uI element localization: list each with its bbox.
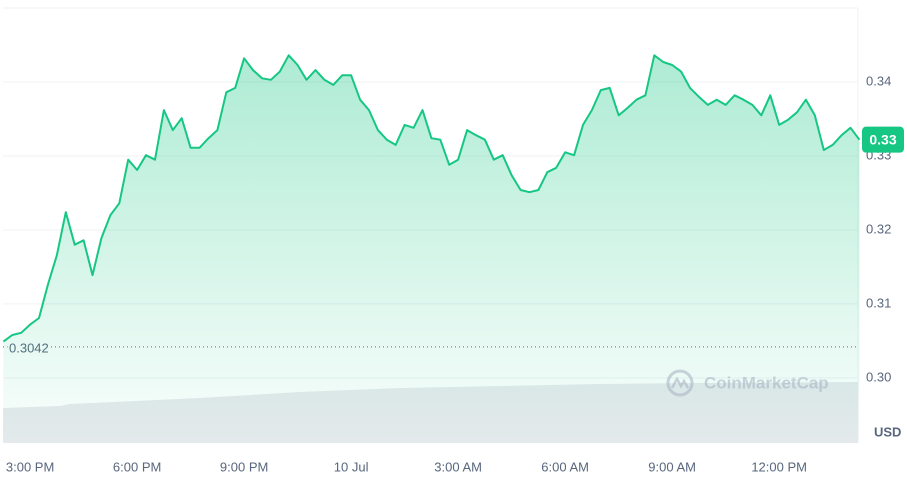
y-unit: USD	[874, 424, 901, 439]
x-tick-label: 3:00 PM	[6, 459, 54, 474]
x-tick-label: 10 Jul	[334, 459, 369, 474]
x-tick-label: 9:00 PM	[220, 459, 268, 474]
x-tick-label: 3:00 AM	[434, 459, 482, 474]
watermark-text: CoinMarketCap	[704, 373, 829, 392]
current-price-badge	[862, 126, 904, 153]
x-tick-label: 9:00 AM	[648, 459, 696, 474]
current-price-label: 0.33	[869, 131, 896, 147]
x-tick-label: 6:00 PM	[113, 459, 161, 474]
y-tick-label: 0.32	[866, 221, 891, 236]
area	[3, 55, 860, 444]
price-line	[2, 54, 861, 343]
x-tick-label: 12:00 PM	[751, 459, 807, 474]
watermark: CoinMarketCap	[666, 369, 829, 397]
y-tick-label: 0.31	[866, 295, 891, 310]
x-tick-label: 6:00 AM	[541, 459, 589, 474]
y-tick-label: 0.30	[866, 369, 891, 384]
y-tick-label: 0.34	[866, 73, 891, 88]
